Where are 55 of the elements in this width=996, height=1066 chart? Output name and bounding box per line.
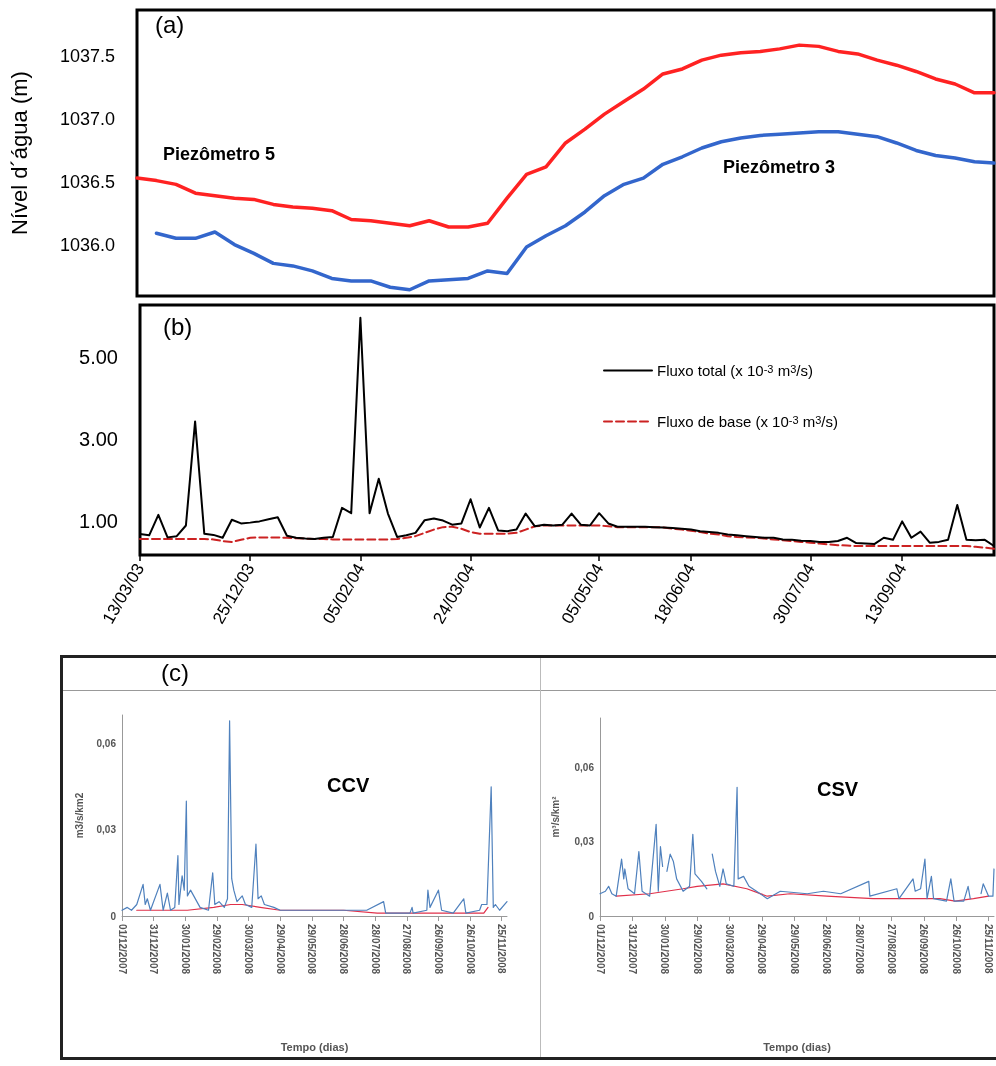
text: CSV — [817, 778, 859, 800]
x-tick-label: 25/11/2008 — [496, 924, 508, 974]
series-label: Piezômetro 3 — [723, 157, 836, 177]
y-tick-label: 0,06 — [574, 762, 595, 773]
y-tick-label: 0 — [110, 910, 117, 922]
y-tick-label: 1.00 — [79, 510, 118, 533]
y-tick-label: 0,03 — [96, 824, 117, 836]
y-tick-label: 1037.0 — [59, 109, 115, 130]
x-tick-label: 27/08/2008 — [885, 924, 897, 975]
x-tick-label: 30/01/2008 — [179, 924, 191, 975]
x-tick-label: 01/12/2007 — [594, 924, 606, 975]
x-tick-label: 28/06/2008 — [821, 924, 833, 975]
x-tick-label: 29/04/2008 — [274, 924, 286, 975]
x-tick-label: 26/10/2008 — [950, 924, 962, 975]
y-tick-label: 5.00 — [79, 346, 118, 369]
x-tick-label: 28/06/2008 — [338, 924, 350, 975]
x-tick-label: 29/05/2008 — [788, 924, 800, 975]
x-tick-label: 28/07/2008 — [853, 924, 865, 975]
x-tick-label: 30/03/2008 — [243, 924, 255, 975]
x-tick-label: 29/05/2008 — [306, 924, 318, 975]
text: CCV — [327, 774, 370, 796]
line-series — [615, 883, 990, 902]
x-tick-label: 27/08/2008 — [401, 924, 413, 975]
y-axis-title: m³/s/km² — [549, 795, 561, 838]
y-tick-label: 3.00 — [79, 428, 118, 451]
x-tick-label: 26/09/2008 — [432, 924, 444, 975]
y-axis-title: Nível d´água (m) — [6, 71, 32, 235]
y-tick-label: 0,03 — [574, 836, 595, 848]
y-tick-label: 0 — [588, 910, 595, 922]
x-tick-label: 29/04/2008 — [756, 924, 768, 975]
text: (c) — [161, 658, 189, 686]
x-tick-label: 28/07/2008 — [369, 924, 381, 975]
annotation: (b) — [163, 312, 193, 340]
x-axis-title: Tempo (dias) — [763, 1040, 832, 1053]
x-tick-label: 30/03/2008 — [724, 924, 736, 975]
x-tick-label: 26/09/2008 — [918, 924, 930, 975]
annotation: (a) — [155, 10, 185, 38]
series-label: Piezômetro 5 — [163, 144, 276, 164]
y-tick-label: 1036.0 — [59, 234, 115, 255]
x-tick-label: 29/02/2008 — [211, 924, 223, 975]
x-tick-label: 31/12/2007 — [626, 924, 638, 975]
line-series — [135, 43, 996, 229]
y-tick-label: 0,06 — [96, 738, 117, 750]
x-tick-label: 01/12/2007 — [116, 924, 128, 975]
y-tick-label: 1037.5 — [59, 46, 115, 67]
line-series — [154, 129, 996, 292]
y-tick-label: 1036.5 — [59, 171, 115, 192]
x-tick-label: 26/10/2008 — [464, 924, 476, 975]
x-tick-label: 30/01/2008 — [659, 924, 671, 975]
x-tick-label: 29/02/2008 — [691, 924, 703, 975]
x-tick-label: 25/11/2008 — [983, 924, 995, 974]
x-axis-title: Tempo (dias) — [280, 1040, 349, 1053]
y-axis-title: m3/s/km2 — [73, 792, 85, 839]
line-series — [139, 524, 995, 550]
x-tick-label: 31/12/2007 — [148, 924, 160, 975]
